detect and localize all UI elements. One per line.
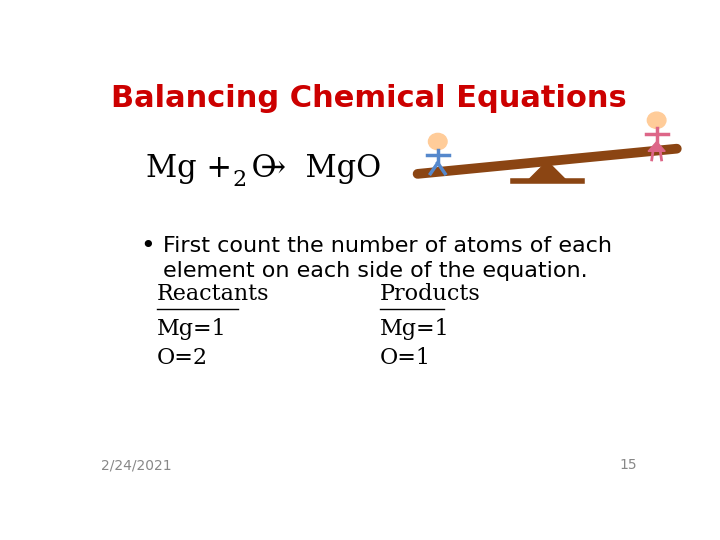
Polygon shape: [527, 161, 567, 181]
Text: Products: Products: [380, 283, 481, 305]
Text: O=1: O=1: [380, 347, 431, 369]
Text: Mg=1: Mg=1: [157, 318, 227, 340]
Text: Mg +  O: Mg + O: [145, 153, 276, 184]
Text: First count the number of atoms of each: First count the number of atoms of each: [163, 235, 611, 255]
Polygon shape: [648, 141, 665, 151]
Text: 2: 2: [233, 168, 246, 191]
Circle shape: [428, 133, 447, 150]
Text: O=2: O=2: [157, 347, 208, 369]
Circle shape: [647, 112, 666, 129]
Text: Mg=1: Mg=1: [380, 318, 450, 340]
Text: →  MgO: → MgO: [240, 153, 381, 184]
Text: •: •: [140, 234, 155, 258]
Text: Balancing Chemical Equations: Balancing Chemical Equations: [111, 84, 627, 112]
Text: element on each side of the equation.: element on each side of the equation.: [163, 261, 588, 281]
Text: 2/24/2021: 2/24/2021: [101, 458, 172, 472]
Text: Reactants: Reactants: [157, 283, 269, 305]
Text: 15: 15: [619, 458, 637, 472]
